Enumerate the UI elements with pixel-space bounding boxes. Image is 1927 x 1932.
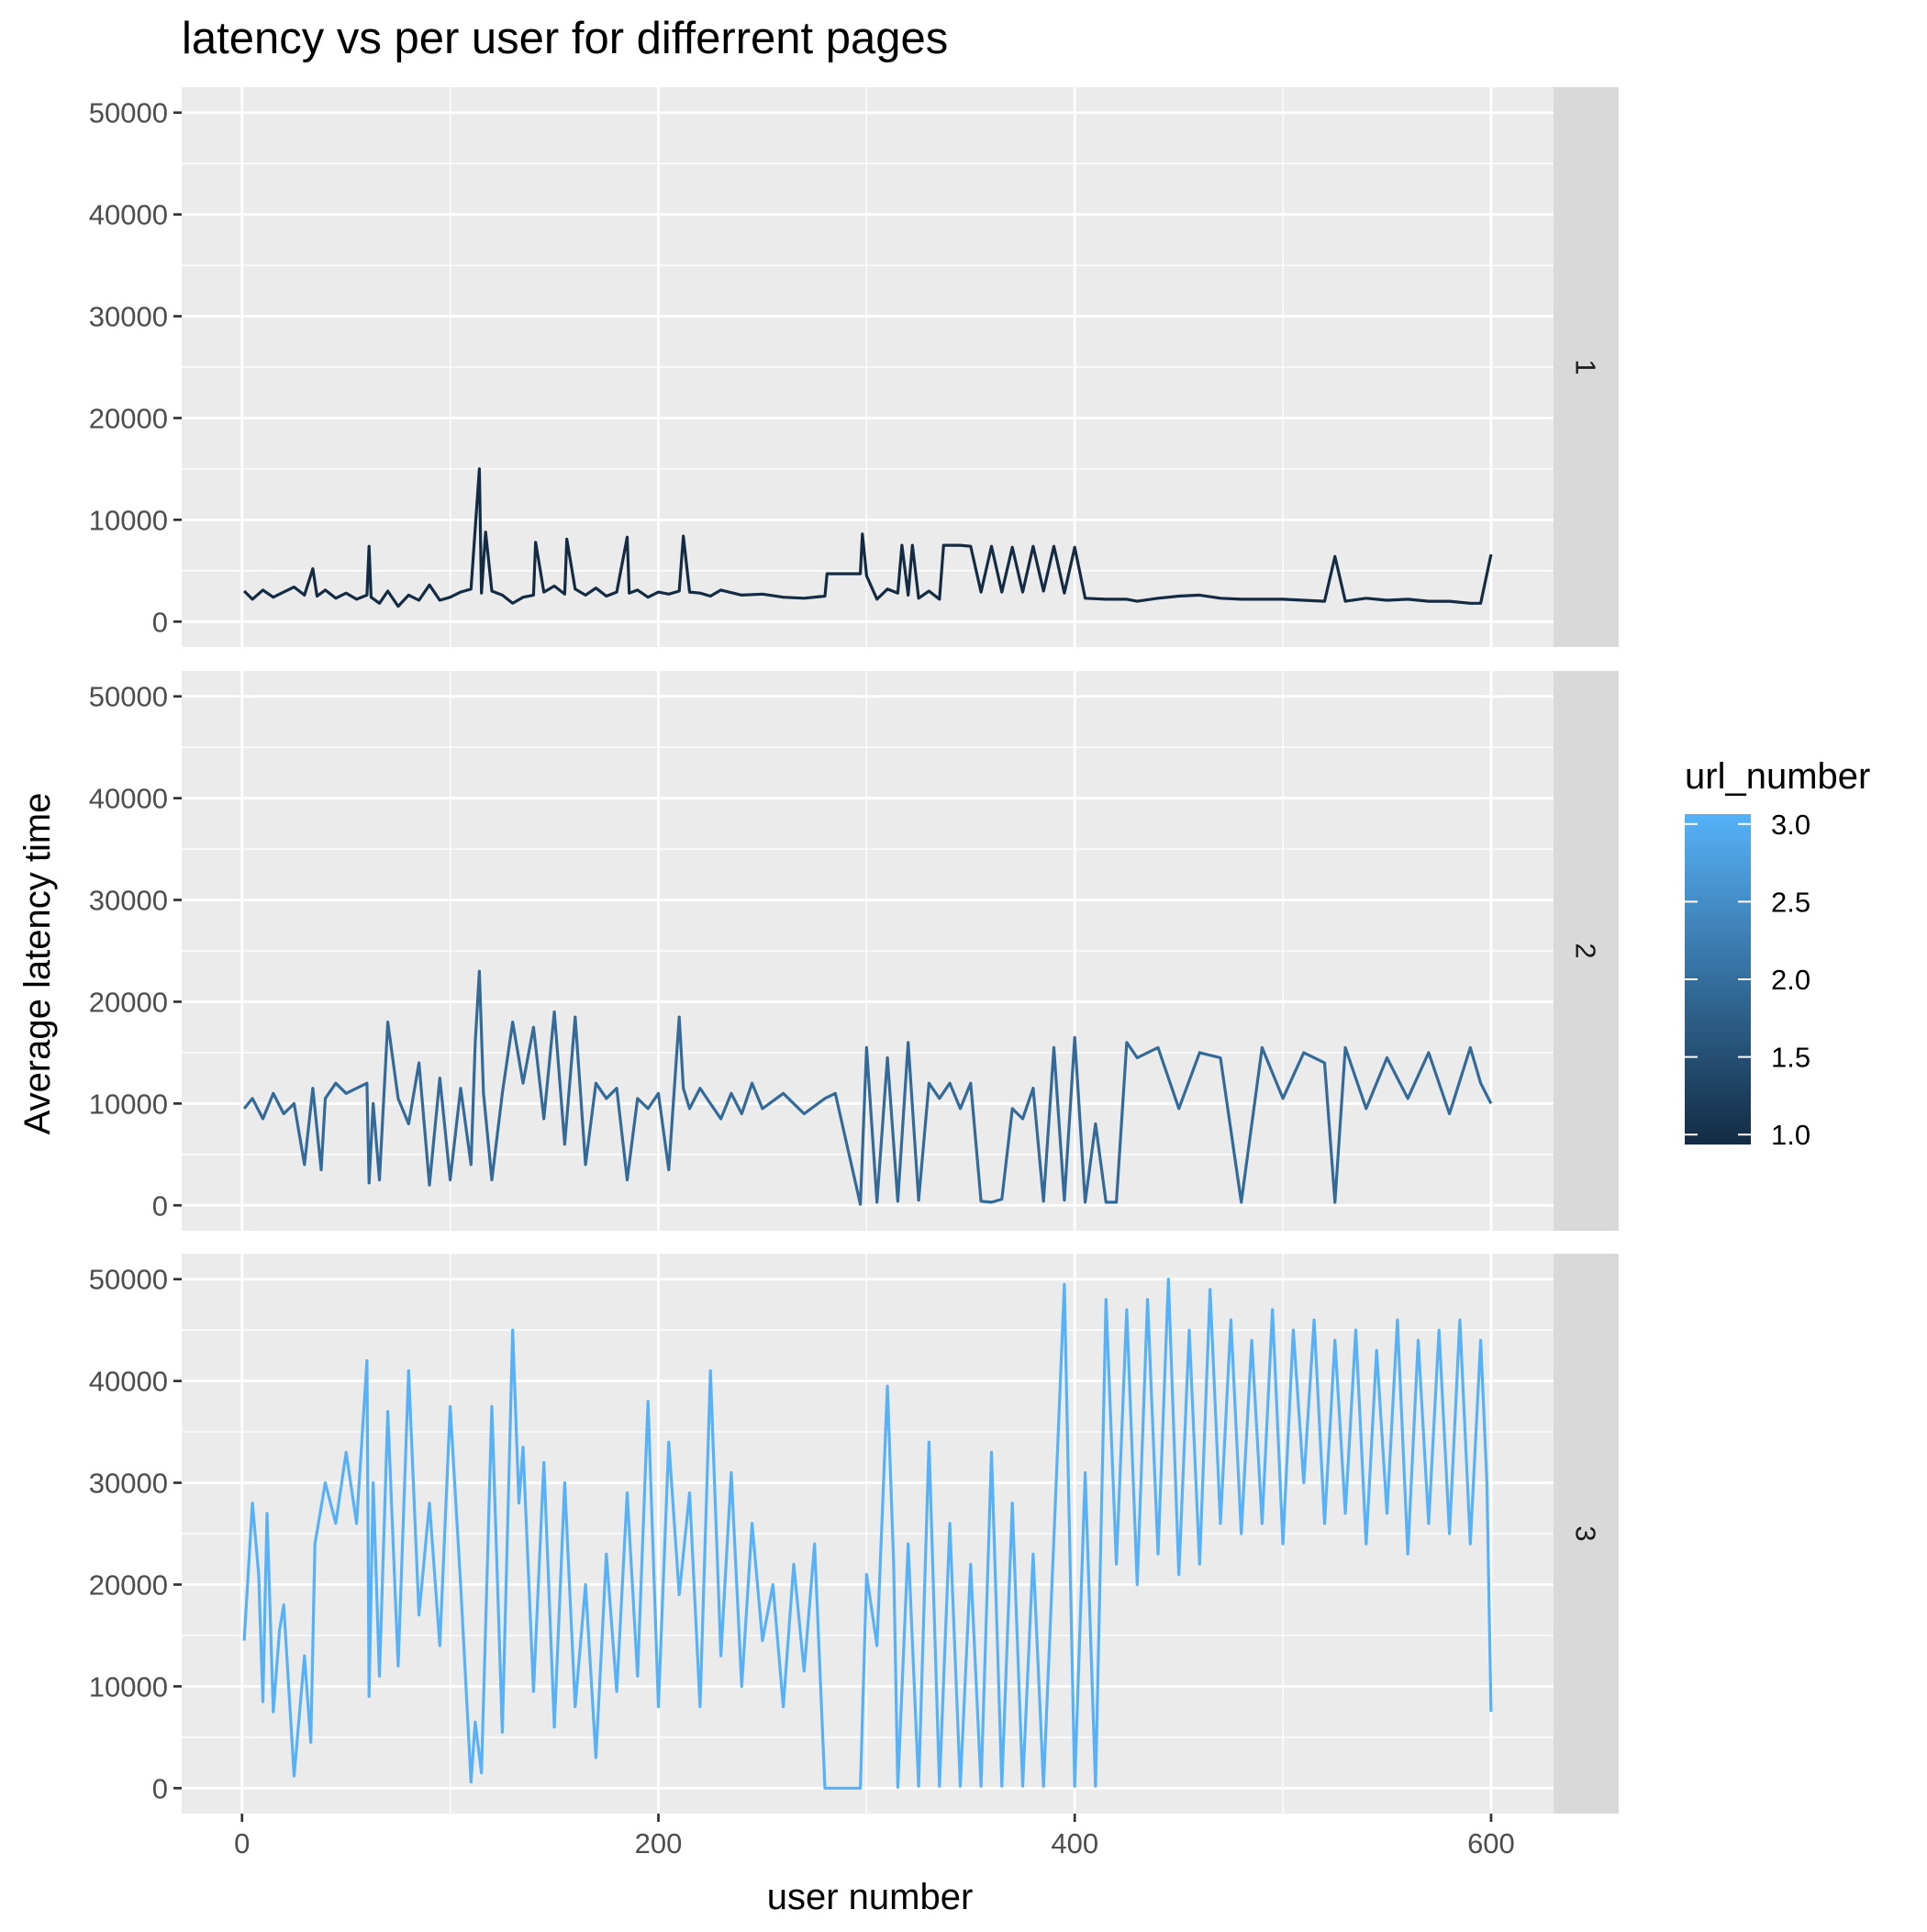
x-axis-title: user number: [767, 1877, 974, 1917]
y-tick-label: 20000: [89, 986, 168, 1018]
facet-strip: [1554, 1254, 1619, 1814]
legend-break-label: 1.5: [1771, 1042, 1810, 1074]
y-tick-label: 50000: [89, 97, 168, 129]
y-tick-label: 30000: [89, 885, 168, 917]
facet-panels: 0100002000030000400005000010100002000030…: [89, 87, 1619, 1814]
x-tick-label: 200: [635, 1827, 683, 1859]
x-tick-label: 400: [1051, 1827, 1098, 1859]
y-tick-label: 20000: [89, 1569, 168, 1601]
facet-strip-label: 1: [1570, 359, 1602, 374]
legend-break-label: 2.5: [1771, 886, 1810, 918]
legend-ticks: 1.0 1.5 2.0 2.5 3.0: [1685, 809, 1810, 1151]
facet-panel-2: 0 10000 20000 30000 40000 50000 2: [89, 671, 1619, 1231]
y-tick-label: 40000: [89, 783, 168, 815]
y-tick-label: 10000: [89, 504, 168, 536]
y-tick-label: 10000: [89, 1670, 168, 1703]
y-tick-label: 10000: [89, 1088, 168, 1120]
legend-title: url_number: [1685, 756, 1870, 797]
legend-break-label: 2.0: [1771, 964, 1810, 996]
y-axis-title: Average latency time: [17, 793, 58, 1135]
y-tick-label: 0: [152, 1189, 168, 1222]
series-line-url-2: [242, 969, 1493, 1206]
y-tick-label: 0: [152, 606, 168, 638]
facet-panel-1: 0 10000 20000 30000 40000 50000 1: [89, 87, 1619, 647]
series-line-url-3: [242, 1278, 1493, 1790]
y-tick-label: 50000: [89, 1264, 168, 1296]
y-tick-label: 30000: [89, 1468, 168, 1500]
x-axis: 0 200 400 600: [234, 1814, 1515, 1859]
facet-strip: [1554, 671, 1619, 1231]
legend: url_number 1.0 1.5 2.0 2.5 3.0: [1685, 756, 1870, 1151]
y-tick-label: 40000: [89, 1366, 168, 1398]
facet-strip-label: 3: [1570, 1525, 1602, 1541]
chart-title: latency vs per user for differrent pages: [182, 14, 948, 63]
legend-break-label: 3.0: [1771, 809, 1810, 841]
y-tick-label: 20000: [89, 402, 168, 434]
x-tick-label: 600: [1467, 1827, 1515, 1859]
x-tick-label: 0: [234, 1827, 250, 1859]
legend-break-label: 1.0: [1771, 1119, 1810, 1151]
y-tick-label: 30000: [89, 301, 168, 333]
y-tick-label: 40000: [89, 199, 168, 231]
facet-panel-3: 0 10000 20000 30000 40000 50000 3: [89, 1254, 1619, 1814]
y-tick-label: 0: [152, 1772, 168, 1804]
series-line-url-1: [242, 467, 1493, 609]
y-tick-label: 50000: [89, 681, 168, 713]
facet-strip: [1554, 87, 1619, 647]
facet-strip-label: 2: [1570, 943, 1602, 958]
